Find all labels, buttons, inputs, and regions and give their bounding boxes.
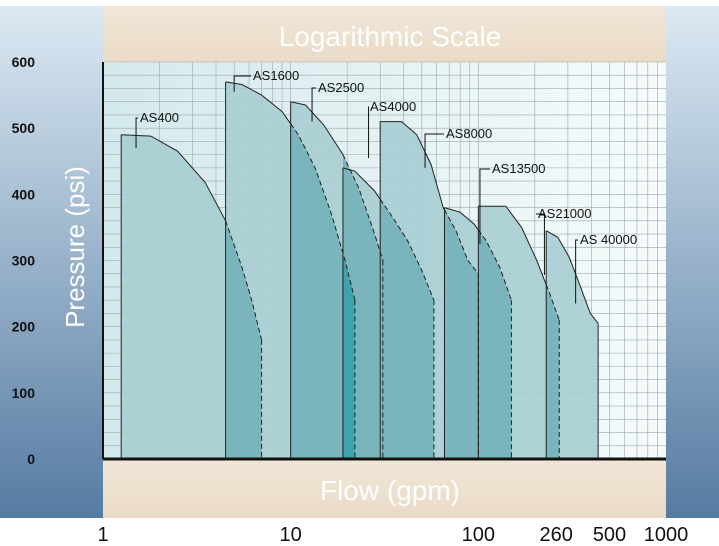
series-label-7: AS 40000 [580, 232, 637, 247]
series-curve-dashed-0 [225, 220, 263, 341]
overlap-area-5 [478, 229, 512, 459]
series-curve-dashed-5 [477, 229, 512, 301]
x-tick-label: 500 [593, 524, 626, 546]
x-tick-label: 1000 [644, 524, 689, 546]
series-curve-4 [380, 121, 445, 211]
label-leader-7 [575, 239, 578, 304]
x-tick-labels: 1 10 100 260 500 1000 [97, 524, 688, 546]
overlap-fills [225, 123, 560, 460]
series-curve-dashed-2 [342, 154, 384, 261]
y-tick-label: 600 [12, 54, 36, 70]
series-label-0: AS400 [140, 110, 179, 125]
series-curve-0 [121, 134, 227, 222]
series-outlines [120, 81, 599, 459]
bottom-banner [103, 459, 666, 518]
series-curve-2 [290, 101, 344, 155]
overlap-area-0 [225, 220, 262, 459]
series-labels: AS400 AS1600 AS2500 AS4000 AS8000 AS13500 AS21… [135, 68, 637, 304]
label-leader-1 [233, 75, 251, 92]
x-tick-label: 10 [280, 524, 302, 546]
y-axis-title: Pressure (psi) [60, 166, 90, 328]
triple-overlap-area [343, 253, 355, 459]
y-tick-label: 0 [27, 451, 35, 467]
series-curve-7 [545, 230, 599, 324]
overlap-area-1 [290, 123, 355, 460]
series-curve-dashed-3 [379, 198, 435, 301]
x-axis-title: Flow (gpm) [320, 475, 460, 506]
label-leader-2 [311, 87, 316, 122]
overlap-area-4 [444, 209, 479, 459]
overlap-area-6 [546, 284, 560, 459]
series-curve-6 [478, 205, 547, 285]
series-curve-3 [342, 167, 381, 200]
y-tick-label: 500 [12, 120, 36, 136]
chart-title: Logarithmic Scale [279, 21, 502, 52]
series-curve-1 [225, 81, 292, 125]
series-curve-5 [444, 207, 479, 231]
series-label-1: AS1600 [253, 68, 299, 83]
left-side-panel [0, 6, 103, 518]
x-tick-label: 100 [462, 524, 495, 546]
label-leader-5 [479, 168, 490, 244]
y-tick-labels: 0 100 200 300 400 500 600 [12, 54, 36, 467]
top-banner [103, 6, 666, 62]
series-curve-dashed-4 [444, 209, 479, 275]
series-curve-dashed-6 [545, 284, 560, 321]
x-tick-label: 260 [540, 524, 573, 546]
right-side-panel [666, 6, 719, 518]
series-curve-dashed-1 [290, 123, 356, 301]
series-label-5: AS13500 [492, 161, 546, 176]
label-leader-3 [368, 106, 370, 158]
overlap-area-3 [380, 199, 434, 459]
x-tick-label: 1 [97, 524, 108, 546]
y-tick-label: 100 [12, 385, 36, 401]
label-leader-0 [135, 117, 138, 149]
y-tick-label: 300 [12, 253, 36, 269]
y-tick-label: 400 [12, 186, 36, 202]
series-label-3: AS4000 [370, 99, 416, 114]
series-label-4: AS8000 [446, 126, 492, 141]
label-leader-4 [424, 133, 444, 168]
label-leader-6 [536, 213, 545, 276]
series-label-6: AS21000 [538, 206, 592, 221]
series-label-2: AS2500 [318, 80, 364, 95]
y-tick-label: 200 [12, 319, 36, 335]
